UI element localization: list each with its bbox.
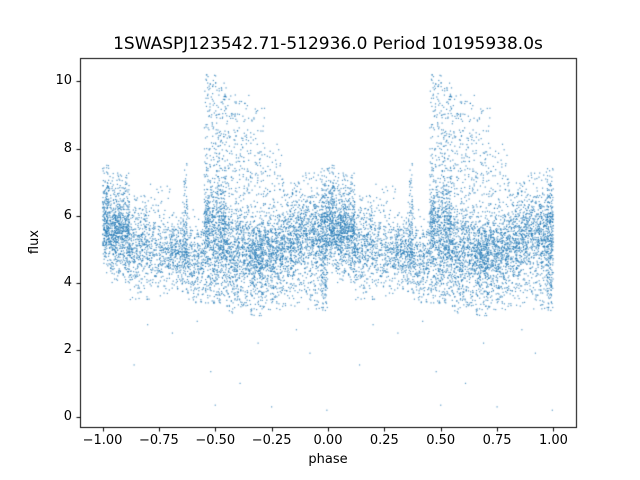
y-tick-label: 8: [63, 140, 72, 156]
x-tick-label: −0.75: [138, 433, 179, 448]
y-tick-label: 0: [63, 408, 72, 424]
y-tick-label: 4: [63, 274, 72, 290]
y-tick-label: 2: [63, 341, 72, 357]
y-tick-label: 10: [55, 73, 72, 89]
x-tick-label: 0.50: [426, 433, 456, 448]
y-tick-label: 6: [63, 207, 72, 223]
x-tick-label: −0.50: [195, 433, 236, 448]
x-tick-label: 1.00: [538, 433, 568, 448]
x-tick-label: −0.25: [251, 433, 292, 448]
x-tick-label: 0.00: [313, 433, 343, 448]
chart-title: 1SWASPJ123542.71-512936.0 Period 1019593…: [113, 34, 543, 54]
x-tick-label: −1.00: [82, 433, 123, 448]
x-tick-label: 0.25: [369, 433, 399, 448]
x-tick-label: 0.75: [482, 433, 512, 448]
x-axis-label: phase: [308, 452, 348, 467]
